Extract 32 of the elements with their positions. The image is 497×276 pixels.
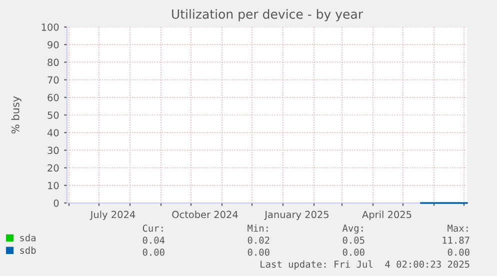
y-tick-label: 70 [48, 76, 59, 84]
y-tick-label: 20 [48, 164, 59, 172]
y-tick-label: 40 [47, 129, 59, 136]
y-tick-label: 0 [54, 199, 59, 207]
text: 0.02 [248, 236, 270, 244]
y-tick-label: 10 [48, 182, 59, 190]
text: 0.00 [448, 248, 470, 256]
legend-label: sda [20, 234, 36, 242]
text: 0.05 [342, 236, 364, 244]
y-tick-label: 60 [48, 94, 59, 102]
text: Min: [248, 224, 268, 232]
text: Max: [448, 224, 468, 232]
x-tick-label: July 2024 [90, 210, 136, 220]
y-tick-label: 100 [42, 23, 59, 31]
text: 0.04 [142, 236, 165, 244]
x-tick-label: October 2024 [172, 210, 238, 218]
text: 0.00 [342, 248, 364, 256]
x-tick-label: April 2025 [362, 210, 412, 220]
x-tick-label: January 2025 [264, 210, 328, 220]
y-axis-title: % busy [11, 96, 22, 134]
y-tick-label: 80 [48, 58, 59, 66]
y-tick-label: 50 [48, 111, 59, 119]
text: Avg: [342, 224, 363, 234]
text: 0.00 [142, 248, 164, 256]
text: Cur: [142, 224, 163, 232]
text: 0.00 [248, 248, 270, 256]
text: Last update: Fri Jul 4 02:00:23 2025 [260, 260, 470, 270]
text: 11.87 [442, 236, 470, 244]
legend-label: sdb [20, 246, 36, 254]
chart-title: Utilization per device - by year [172, 9, 364, 22]
y-tick-label: 90 [48, 41, 59, 48]
y-tick-label: 30 [48, 146, 59, 154]
